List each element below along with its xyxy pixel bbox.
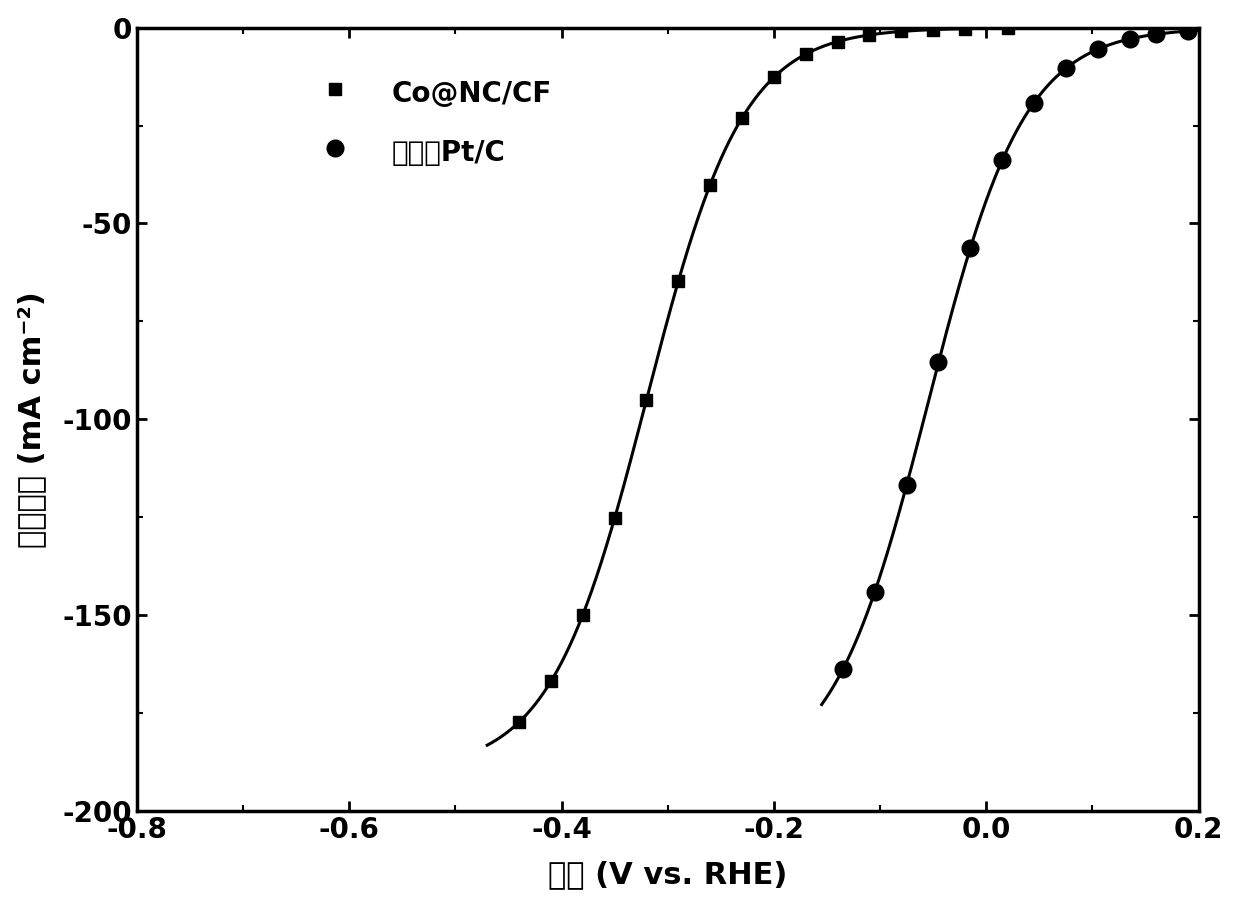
Co@NC/CF	[862, 30, 877, 41]
Line: Co@NC/CF: Co@NC/CF	[513, 22, 1014, 728]
Co@NC/CF	[671, 275, 686, 286]
商业化Pt/C	[1027, 97, 1042, 108]
Co@NC/CF	[831, 36, 846, 47]
商业化Pt/C	[1180, 25, 1195, 36]
商业化Pt/C	[1122, 34, 1137, 44]
Co@NC/CF	[512, 717, 527, 728]
Co@NC/CF	[1001, 23, 1016, 34]
Co@NC/CF	[734, 112, 749, 123]
Y-axis label: 电流密度 (mA cm⁻²): 电流密度 (mA cm⁻²)	[16, 291, 46, 547]
Co@NC/CF	[639, 394, 653, 405]
商业化Pt/C	[1148, 29, 1163, 40]
Legend: Co@NC/CF, 商业化Pt/C: Co@NC/CF, 商业化Pt/C	[289, 65, 563, 180]
Co@NC/CF	[703, 179, 718, 190]
商业化Pt/C	[836, 664, 851, 675]
Co@NC/CF	[926, 24, 941, 35]
商业化Pt/C	[931, 357, 946, 368]
Line: 商业化Pt/C: 商业化Pt/C	[835, 23, 1197, 678]
商业化Pt/C	[994, 155, 1009, 166]
Co@NC/CF	[799, 49, 813, 60]
商业化Pt/C	[867, 586, 882, 597]
商业化Pt/C	[1059, 63, 1074, 73]
Co@NC/CF	[575, 610, 590, 621]
商业化Pt/C	[899, 479, 914, 490]
Co@NC/CF	[766, 72, 781, 82]
商业化Pt/C	[963, 243, 978, 254]
Co@NC/CF	[608, 513, 622, 524]
Co@NC/CF	[543, 676, 558, 687]
Co@NC/CF	[894, 26, 909, 37]
商业化Pt/C	[1090, 43, 1105, 54]
Co@NC/CF	[957, 24, 972, 34]
X-axis label: 电势 (V vs. RHE): 电势 (V vs. RHE)	[548, 861, 787, 890]
